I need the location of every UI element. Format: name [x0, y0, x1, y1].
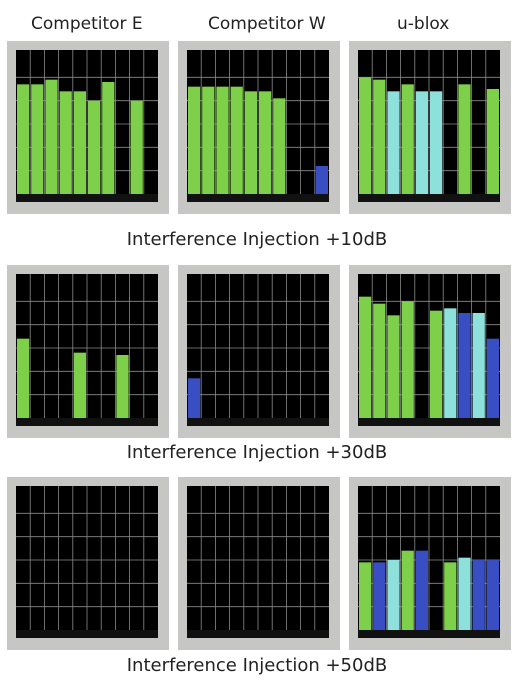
chart-svg	[16, 274, 158, 426]
signal-bar	[444, 308, 457, 418]
axis-strip	[16, 194, 158, 202]
axis-strip	[16, 630, 158, 638]
signal-bar	[387, 560, 400, 630]
axis-strip	[187, 194, 329, 202]
signal-bar	[430, 310, 443, 418]
signal-bar	[415, 91, 428, 194]
signal-bar	[458, 557, 471, 630]
chart-svg	[187, 274, 329, 426]
caption-50db: Interference Injection +50dB	[126, 655, 388, 676]
signal-bar	[88, 100, 101, 194]
signal-bar	[73, 91, 86, 194]
axis-strip	[358, 418, 500, 426]
signal-bar	[116, 355, 129, 418]
signal-bar	[387, 315, 400, 418]
signal-bar	[458, 313, 471, 418]
signal-bar	[373, 303, 386, 418]
signal-bar	[373, 562, 386, 630]
signal-bar	[401, 301, 414, 418]
signal-bar	[401, 84, 414, 194]
axis-strip	[16, 418, 158, 426]
signal-bar	[315, 166, 328, 194]
panel-competitor-e-30db	[7, 265, 169, 438]
signal-bar	[472, 313, 485, 418]
caption-10db: Interference Injection +10dB	[126, 229, 388, 250]
signal-bar	[486, 560, 499, 630]
signal-bar	[216, 86, 229, 194]
panel-competitor-w-50db	[178, 477, 340, 650]
chart-svg	[187, 50, 329, 202]
chart-svg	[16, 50, 158, 202]
signal-bar	[188, 378, 201, 418]
signal-bar	[472, 560, 485, 630]
signal-bar	[188, 86, 201, 194]
signal-bar	[31, 84, 44, 194]
panel-competitor-e-10db	[7, 41, 169, 214]
column-header-competitor-e: Competitor E	[31, 14, 143, 34]
signal-bar	[45, 79, 58, 194]
caption-30db: Interference Injection +30dB	[126, 442, 388, 463]
axis-strip	[187, 418, 329, 426]
panel-u-blox-50db	[349, 477, 511, 650]
panel-competitor-w-30db	[178, 265, 340, 438]
panel-competitor-e-50db	[7, 477, 169, 650]
panel-competitor-w-10db	[178, 41, 340, 214]
panel-u-blox-30db	[349, 265, 511, 438]
chart-svg	[358, 50, 500, 202]
signal-bar	[59, 91, 72, 194]
axis-strip	[187, 630, 329, 638]
column-header-competitor-w: Competitor W	[208, 14, 326, 34]
signal-bar	[430, 91, 443, 194]
signal-bar	[244, 91, 257, 194]
axis-strip	[358, 630, 500, 638]
signal-bar	[102, 82, 115, 194]
signal-bar	[387, 91, 400, 194]
signal-bar	[202, 86, 215, 194]
signal-bar	[444, 562, 457, 630]
signal-bar	[486, 338, 499, 418]
chart-svg	[358, 486, 500, 638]
signal-bar	[273, 98, 286, 194]
signal-bar	[373, 79, 386, 194]
signal-bar	[415, 550, 428, 630]
signal-bar	[73, 352, 86, 418]
chart-svg	[16, 486, 158, 638]
panel-u-blox-10db	[349, 41, 511, 214]
signal-bar	[259, 91, 272, 194]
signal-bar	[359, 562, 372, 630]
chart-svg	[187, 486, 329, 638]
signal-bar	[401, 550, 414, 630]
signal-bar	[359, 296, 372, 418]
signal-bar	[458, 84, 471, 194]
signal-bar	[17, 84, 30, 194]
signal-bar	[17, 338, 30, 418]
axis-strip	[358, 194, 500, 202]
signal-bar	[130, 100, 143, 194]
signal-bar	[486, 89, 499, 194]
chart-svg	[358, 274, 500, 426]
column-header-u-blox: u-blox	[397, 14, 450, 34]
signal-bar	[359, 77, 372, 194]
signal-bar	[230, 86, 243, 194]
